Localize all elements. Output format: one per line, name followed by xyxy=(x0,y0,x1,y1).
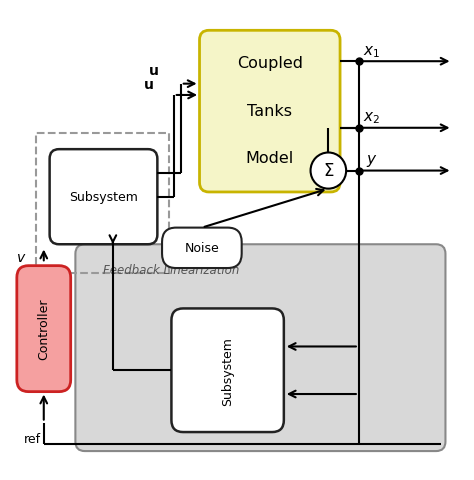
Circle shape xyxy=(310,153,346,189)
Text: $v$: $v$ xyxy=(16,251,26,264)
Text: Feedback Linearization: Feedback Linearization xyxy=(103,264,240,276)
Text: Controller: Controller xyxy=(37,298,50,360)
Text: $x_2$: $x_2$ xyxy=(364,110,381,126)
Bar xyxy=(36,133,169,273)
Text: Tanks: Tanks xyxy=(247,104,292,119)
Text: Noise: Noise xyxy=(184,242,219,255)
Text: Coupled: Coupled xyxy=(237,56,303,71)
FancyBboxPatch shape xyxy=(162,228,242,268)
Text: $\mathbf{u}$: $\mathbf{u}$ xyxy=(143,78,154,92)
FancyBboxPatch shape xyxy=(50,150,157,245)
Text: Model: Model xyxy=(246,151,294,166)
Text: ref: ref xyxy=(24,432,41,445)
FancyBboxPatch shape xyxy=(200,31,340,192)
Text: $x_1$: $x_1$ xyxy=(364,44,381,60)
Text: $\Sigma$: $\Sigma$ xyxy=(323,161,334,179)
Text: $y$: $y$ xyxy=(366,153,377,168)
Text: $\mathbf{u}$: $\mathbf{u}$ xyxy=(148,64,159,78)
FancyBboxPatch shape xyxy=(172,309,284,432)
FancyBboxPatch shape xyxy=(17,266,71,392)
Text: Subsystem: Subsystem xyxy=(69,191,138,204)
Text: Subsystem: Subsystem xyxy=(221,336,234,405)
FancyBboxPatch shape xyxy=(75,245,446,451)
